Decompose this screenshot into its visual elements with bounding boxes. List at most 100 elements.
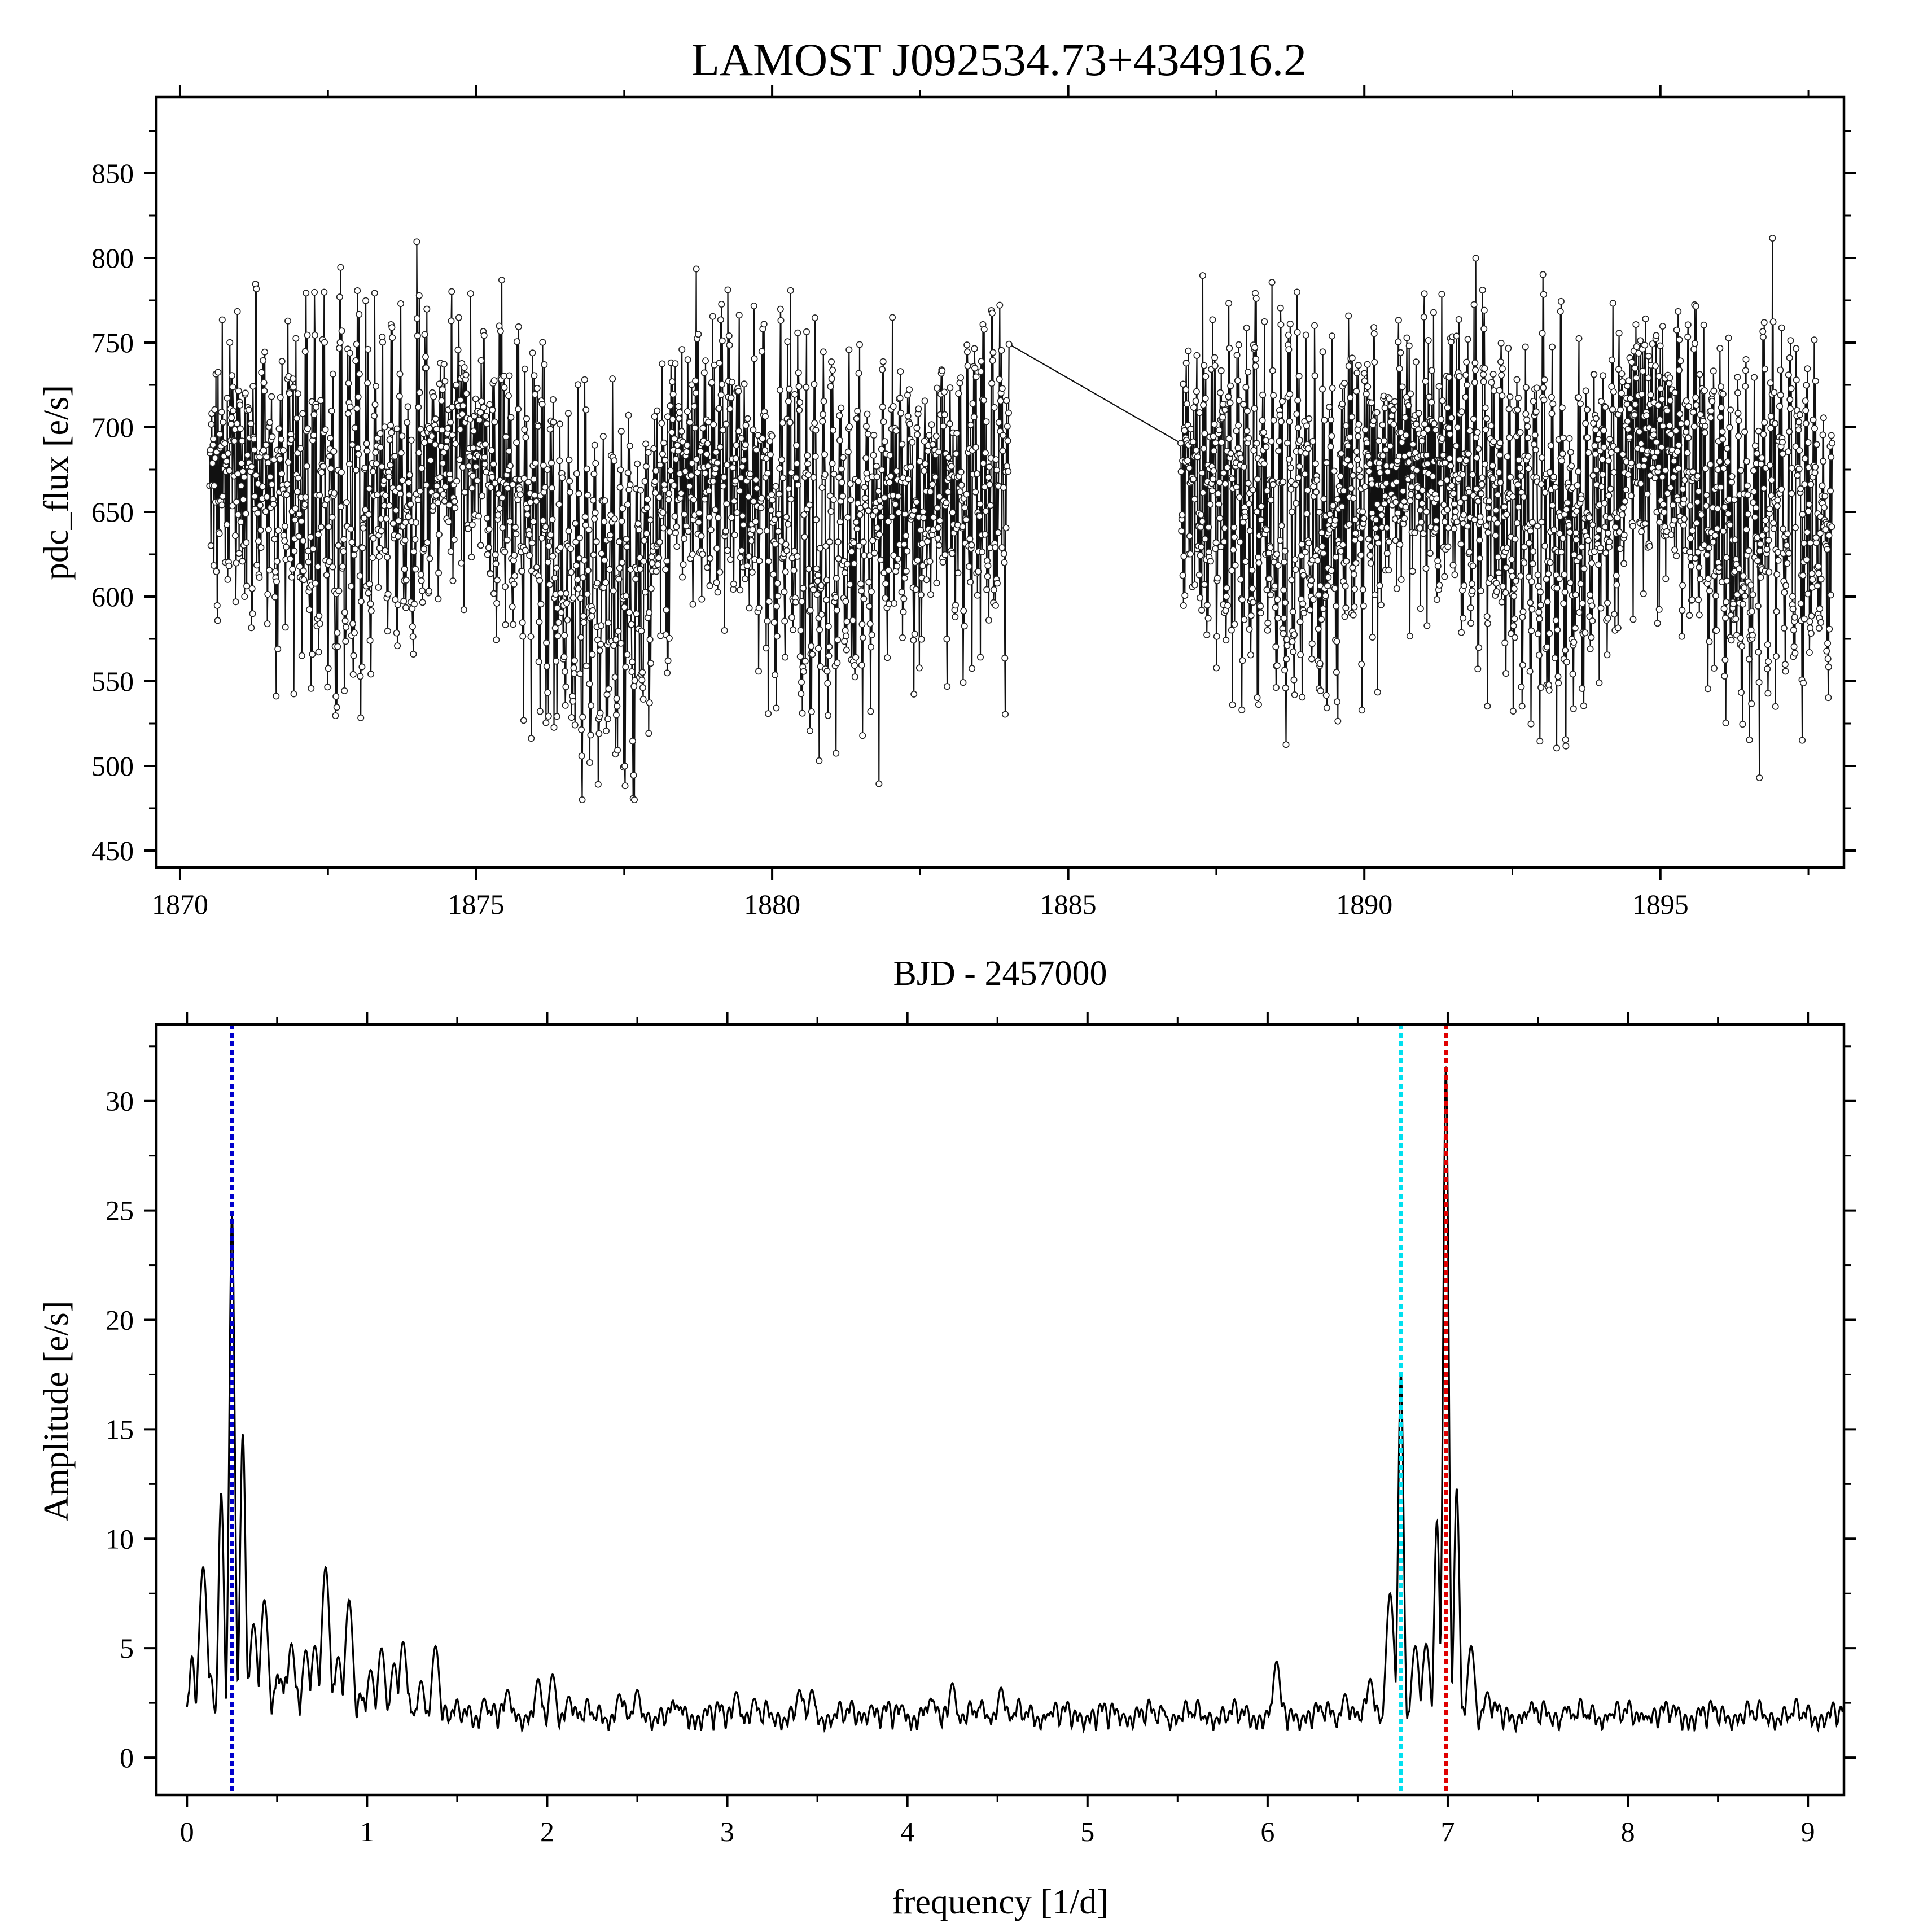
light-curve-point xyxy=(351,629,358,637)
light-curve-point xyxy=(375,553,383,560)
light-curve-point xyxy=(619,559,626,566)
light-curve-point xyxy=(742,422,750,429)
light-curve-point xyxy=(1221,524,1228,532)
light-curve-point xyxy=(1515,395,1522,402)
light-curve-point xyxy=(1267,544,1274,551)
light-curve-point xyxy=(909,439,916,446)
light-curve-point xyxy=(334,629,341,637)
light-curve-point xyxy=(1556,575,1563,582)
light-curve-point xyxy=(1689,409,1697,416)
light-curve-point xyxy=(1189,438,1197,445)
light-curve-point xyxy=(416,389,423,396)
light-curve-point xyxy=(851,673,858,681)
light-curve-point xyxy=(364,379,371,387)
light-curve-point xyxy=(1563,659,1570,666)
light-curve-point xyxy=(421,331,428,338)
light-curve-point xyxy=(1489,475,1497,483)
light-curve-point xyxy=(1385,567,1392,574)
light-curve-point xyxy=(474,477,481,484)
light-curve-point xyxy=(451,498,458,505)
light-curve-point xyxy=(510,621,517,628)
light-curve-point xyxy=(649,559,656,567)
light-curve-point xyxy=(748,537,755,545)
light-curve-point xyxy=(213,568,220,575)
light-curve-point xyxy=(1719,436,1727,443)
light-curve-point xyxy=(290,383,297,391)
light-curve-point xyxy=(906,386,913,393)
light-curve-point xyxy=(392,596,399,603)
light-curve-point xyxy=(1262,436,1269,444)
light-curve-point xyxy=(1677,357,1684,365)
light-curve-point xyxy=(1318,616,1325,623)
light-curve-point xyxy=(924,448,931,455)
light-curve-point xyxy=(553,564,560,572)
light-curve-point xyxy=(457,426,464,433)
light-curve-point xyxy=(676,409,683,416)
light-curve-point xyxy=(1497,479,1504,486)
light-curve-point xyxy=(698,595,706,603)
light-curve-point xyxy=(1597,544,1604,551)
light-curve-point xyxy=(536,619,543,626)
light-curve-point xyxy=(1532,408,1540,415)
light-curve-point xyxy=(953,430,961,437)
light-curve-point xyxy=(220,418,227,426)
light-curve-point xyxy=(1807,630,1815,637)
light-curve-point xyxy=(1809,576,1816,583)
light-curve-point xyxy=(1787,337,1794,344)
light-curve-point xyxy=(1488,422,1495,430)
light-curve-point xyxy=(655,554,663,562)
light-curve-point xyxy=(580,574,587,581)
light-curve-point xyxy=(434,499,441,506)
light-curve-point xyxy=(1800,540,1808,547)
light-curve-point xyxy=(1248,567,1256,574)
light-curve-point xyxy=(881,494,888,501)
light-curve-point xyxy=(768,491,776,498)
light-curve-point xyxy=(381,423,388,431)
light-curve-point xyxy=(1616,545,1624,553)
light-curve-point xyxy=(291,516,299,523)
light-curve-point xyxy=(900,608,907,616)
light-curve-point xyxy=(1272,643,1280,650)
light-curve-point xyxy=(794,553,801,560)
light-curve-point xyxy=(977,654,984,661)
light-curve-point xyxy=(1312,460,1319,467)
light-curve-point xyxy=(947,384,954,392)
light-curve-point xyxy=(1474,428,1481,436)
light-curve-point xyxy=(914,557,921,564)
light-curve-point xyxy=(1351,603,1358,611)
light-curve-point xyxy=(563,590,570,597)
light-curve-point xyxy=(380,477,388,484)
light-curve-point xyxy=(259,483,266,490)
light-curve-point xyxy=(1298,541,1305,548)
light-curve-point xyxy=(607,531,614,538)
light-curve-point xyxy=(1250,446,1258,454)
light-curve-point xyxy=(1296,436,1303,444)
light-curve-point xyxy=(1537,480,1545,488)
light-curve-point xyxy=(1506,434,1513,441)
light-curve-point xyxy=(1567,579,1574,586)
light-curve-point xyxy=(392,507,400,514)
light-curve-point xyxy=(1307,606,1314,614)
light-curve-point xyxy=(240,474,248,481)
light-curve-point xyxy=(1432,517,1440,524)
light-curve-point xyxy=(533,384,541,392)
light-curve-point xyxy=(1698,511,1705,519)
light-curve-point xyxy=(1815,570,1823,577)
light-curve-point xyxy=(402,519,409,526)
light-curve-point xyxy=(549,396,557,403)
light-curve-point xyxy=(888,513,896,520)
light-curve-point xyxy=(395,517,402,524)
light-curve-point xyxy=(935,524,942,532)
light-curve-point xyxy=(1829,440,1836,447)
light-curve-point xyxy=(1692,303,1699,310)
light-curve-point xyxy=(629,738,637,745)
light-curve-point xyxy=(428,432,436,440)
light-curve-point xyxy=(599,433,607,440)
light-curve-point xyxy=(858,661,865,669)
light-curve-point xyxy=(1561,571,1568,578)
light-curve-point xyxy=(564,410,572,417)
light-curve-point xyxy=(1269,367,1276,374)
light-curve-point xyxy=(555,501,563,508)
light-curve-point xyxy=(1633,374,1640,382)
